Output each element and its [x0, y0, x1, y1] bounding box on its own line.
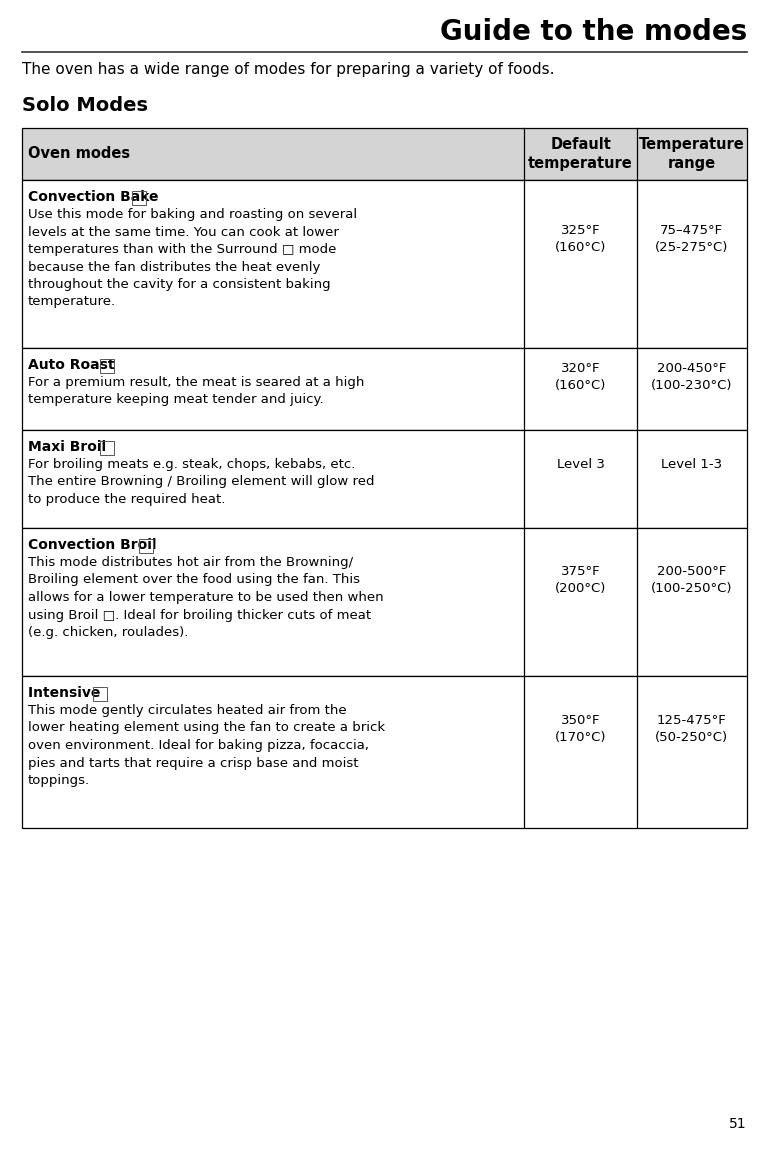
Bar [93, 687, 107, 701]
Text: For a premium result, the meat is seared at a high
temperature keeping meat tend: For a premium result, the meat is seared… [28, 376, 365, 407]
Text: The oven has a wide range of modes for preparing a variety of foods.: The oven has a wide range of modes for p… [22, 62, 554, 77]
Text: Intensive: Intensive [28, 686, 105, 700]
Bar [132, 191, 146, 205]
Text: Convection Bake: Convection Bake [28, 190, 163, 205]
Bar [22, 180, 747, 348]
Text: Level 1-3: Level 1-3 [661, 457, 722, 471]
Text: Convection Broil: Convection Broil [28, 538, 161, 552]
Bar [99, 358, 114, 373]
Bar [22, 430, 747, 529]
Text: Oven modes: Oven modes [28, 147, 130, 162]
Bar [22, 676, 747, 828]
Text: Maxi Broil: Maxi Broil [28, 440, 111, 454]
Text: Level 3: Level 3 [557, 457, 604, 471]
Text: 75–475°F
(25-275°C): 75–475°F (25-275°C) [655, 224, 728, 254]
Bar [22, 128, 747, 180]
Text: This mode distributes hot air from the Browning/
Broiling element over the food : This mode distributes hot air from the B… [28, 556, 384, 639]
Text: 125-475°F
(50-250°C): 125-475°F (50-250°C) [655, 715, 728, 745]
Text: 375°F
(200°C): 375°F (200°C) [555, 565, 606, 595]
Bar [22, 529, 747, 676]
Text: Guide to the modes: Guide to the modes [440, 18, 747, 46]
Bar [22, 348, 747, 430]
Text: 51: 51 [729, 1117, 747, 1131]
Text: 200-500°F
(100-250°C): 200-500°F (100-250°C) [651, 565, 733, 595]
Text: 350°F
(170°C): 350°F (170°C) [555, 715, 607, 745]
Text: Solo Modes: Solo Modes [22, 97, 148, 115]
Text: Default
temperature: Default temperature [528, 137, 633, 171]
Text: This mode gently circulates heated air from the
lower heating element using the : This mode gently circulates heated air f… [28, 704, 385, 787]
Text: 320°F
(160°C): 320°F (160°C) [555, 362, 606, 392]
Text: Auto Roast: Auto Roast [28, 358, 119, 372]
Text: Temperature
range: Temperature range [639, 137, 744, 171]
Bar [138, 539, 152, 553]
Text: 325°F
(160°C): 325°F (160°C) [555, 224, 606, 254]
Bar [99, 441, 114, 455]
Text: 200-450°F
(100-230°C): 200-450°F (100-230°C) [651, 362, 733, 392]
Text: For broiling meats e.g. steak, chops, kebabs, etc.
The entire Browning / Broilin: For broiling meats e.g. steak, chops, ke… [28, 458, 375, 506]
Text: Use this mode for baking and roasting on several
levels at the same time. You ca: Use this mode for baking and roasting on… [28, 208, 357, 308]
